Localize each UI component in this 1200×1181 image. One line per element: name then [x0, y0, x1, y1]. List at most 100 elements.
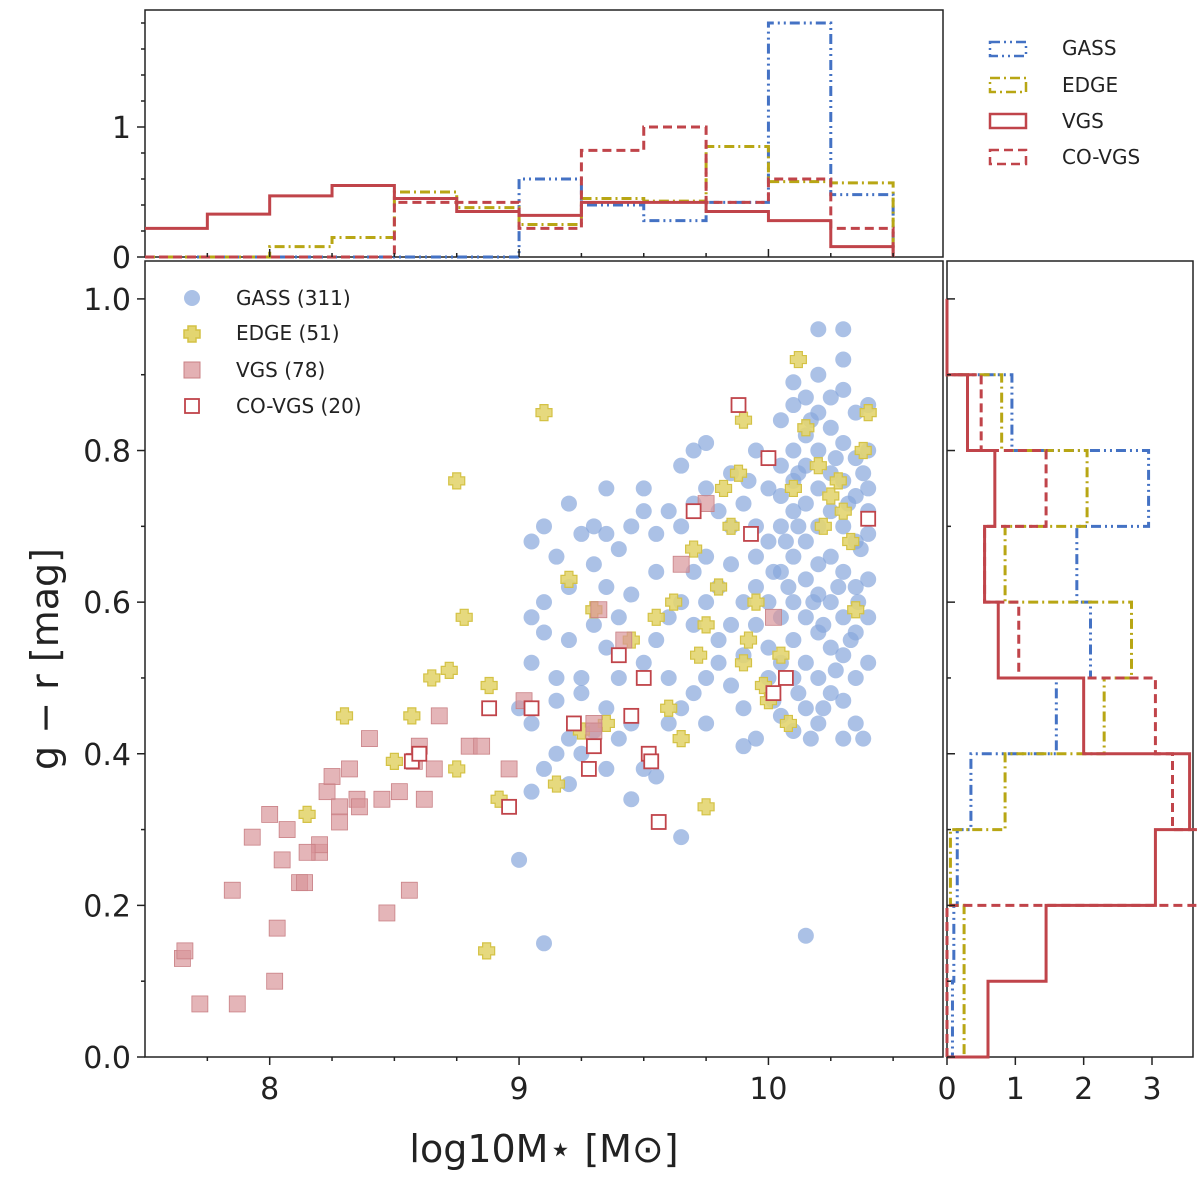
point-gass: [827, 662, 844, 679]
point-gass: [842, 632, 859, 649]
point-gass: [685, 685, 702, 702]
point-vgs: [373, 790, 391, 808]
point-gass: [585, 616, 602, 633]
point-edge: [834, 502, 852, 520]
y-tick-label: 0.4: [83, 738, 131, 773]
point-gass: [797, 533, 814, 550]
point-vgs: [318, 783, 336, 801]
point-co-vgs: [481, 700, 498, 717]
point-gass: [723, 556, 740, 573]
right-x-tick-label: 3: [1142, 1072, 1161, 1107]
point-vgs: [268, 919, 286, 937]
point-gass: [810, 321, 827, 338]
point-gass: [548, 745, 565, 762]
point-co-vgs: [643, 753, 660, 770]
point-gass: [790, 518, 807, 535]
scatter-legend: GASS (311) EDGE (51) VGS (78) CO-VGS (20…: [183, 286, 362, 418]
point-gass: [585, 518, 602, 535]
point-edge: [385, 752, 403, 770]
point-vgs: [590, 601, 608, 619]
point-gass: [822, 685, 839, 702]
point-gass: [710, 654, 727, 671]
point-co-vgs: [580, 761, 597, 777]
point-edge: [697, 616, 715, 634]
point-gass: [598, 578, 615, 595]
point-gass: [536, 760, 552, 777]
point-gass: [735, 495, 752, 512]
point-gass: [598, 525, 615, 542]
point-gass: [835, 434, 852, 451]
point-gass: [710, 632, 727, 649]
point-gass: [835, 518, 852, 535]
point-gass: [685, 442, 702, 459]
point-vgs: [191, 995, 209, 1013]
point-gass: [747, 442, 764, 459]
legend-marker-edge: [183, 325, 201, 343]
point-gass: [573, 669, 590, 686]
point-gass: [635, 503, 652, 520]
point-gass: [673, 518, 690, 535]
point-gass: [772, 457, 789, 474]
point-gass: [735, 738, 752, 755]
point-gass: [785, 594, 802, 611]
point-gass: [822, 419, 839, 436]
point-vgs: [430, 707, 448, 725]
point-edge: [685, 540, 703, 558]
point-edge: [739, 631, 758, 649]
point-gass: [648, 632, 665, 649]
point-vgs: [425, 760, 443, 778]
point-gass: [835, 647, 852, 664]
point-vgs: [278, 821, 296, 838]
point-gass: [810, 442, 827, 459]
point-gass: [747, 730, 764, 747]
right-x-tick-label: 0: [937, 1072, 956, 1107]
point-gass: [573, 745, 590, 762]
legend-swatch-gass: [988, 40, 1028, 58]
point-gass: [698, 480, 715, 497]
point-co-vgs: [650, 814, 667, 830]
point-gass: [573, 525, 590, 542]
point-gass: [523, 783, 540, 800]
scatter-points: [174, 321, 877, 1013]
point-co-vgs: [623, 707, 640, 724]
point-co-vgs: [765, 685, 782, 702]
point-vgs: [323, 768, 341, 785]
point-gass: [847, 669, 864, 686]
point-edge: [709, 578, 728, 596]
point-gass: [860, 480, 877, 497]
point-gass: [585, 556, 602, 573]
point-gass: [610, 541, 627, 558]
point-gass: [765, 563, 782, 580]
point-gass: [548, 669, 565, 686]
point-edge: [647, 608, 665, 626]
point-gass: [698, 715, 715, 732]
point-gass: [723, 677, 740, 694]
point-vgs: [298, 843, 316, 861]
point-gass: [523, 654, 540, 671]
point-gass: [548, 692, 565, 709]
point-co-vgs: [685, 503, 702, 520]
point-edge: [480, 676, 498, 695]
point-gass: [598, 700, 615, 717]
point-gass: [810, 715, 827, 732]
point-gass: [780, 578, 797, 595]
point-gass: [772, 518, 789, 535]
point-edge: [298, 805, 316, 824]
point-edge: [772, 646, 790, 664]
point-gass: [790, 685, 807, 702]
point-vgs: [400, 881, 418, 899]
point-gass: [860, 525, 877, 542]
point-vgs: [331, 813, 348, 831]
point-gass: [860, 654, 877, 671]
point-vgs: [765, 608, 782, 626]
point-gass: [835, 563, 852, 580]
point-edge: [784, 479, 802, 498]
point-gass: [790, 465, 807, 482]
main-plot-frame: [144, 260, 944, 1058]
point-gass: [835, 321, 852, 338]
legend-label-co-vgs: CO-VGS (20): [236, 394, 362, 418]
point-gass: [660, 669, 677, 686]
legend-swatch-edge: [988, 76, 1028, 94]
point-gass: [805, 594, 822, 611]
point-gass: [797, 927, 814, 944]
